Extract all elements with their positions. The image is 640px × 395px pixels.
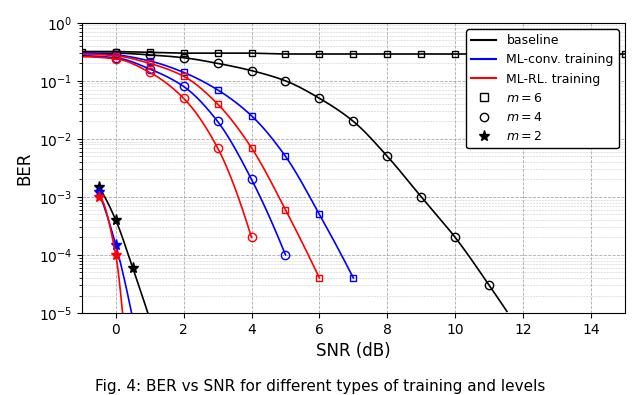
Text: Fig. 4: BER vs SNR for different types of training and levels: Fig. 4: BER vs SNR for different types o…	[95, 379, 545, 394]
Legend: baseline, ML-conv. training, ML-RL. training, $m = 6$, $m = 4$, $m = 2$: baseline, ML-conv. training, ML-RL. trai…	[467, 29, 619, 148]
Y-axis label: BER: BER	[15, 151, 33, 184]
X-axis label: SNR (dB): SNR (dB)	[316, 342, 390, 360]
